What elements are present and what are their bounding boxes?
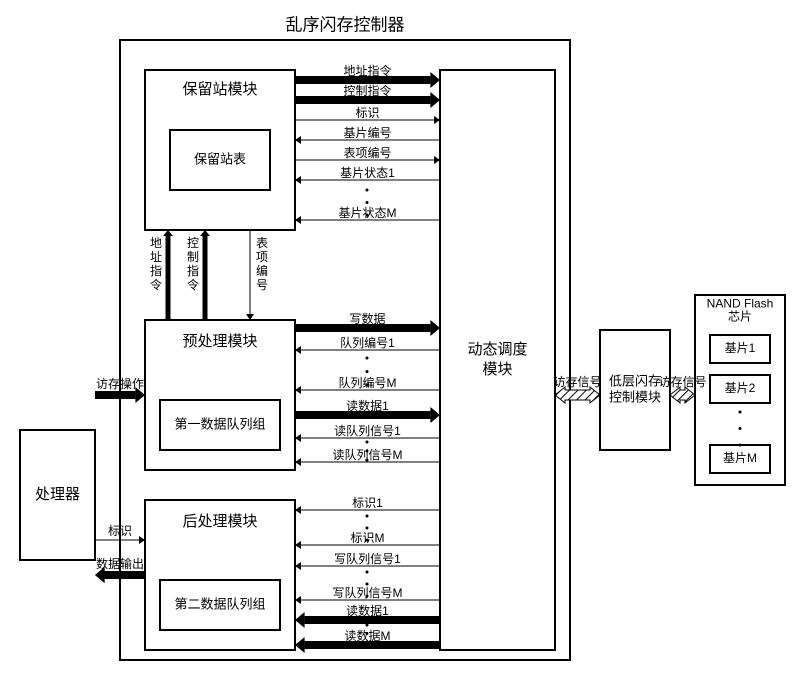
svg-text:基片M: 基片M (723, 451, 757, 465)
svg-text:基片状态1: 基片状态1 (340, 166, 395, 180)
svg-text:写数据: 写数据 (349, 311, 385, 326)
svg-text:指: 指 (150, 263, 162, 278)
svg-text:控制模块: 控制模块 (609, 389, 661, 404)
svg-text:预处理模块: 预处理模块 (182, 333, 257, 350)
svg-text:基片1: 基片1 (725, 341, 756, 355)
svg-text:队列编号M: 队列编号M (339, 375, 397, 390)
svg-text:读数据1: 读数据1 (346, 603, 389, 618)
svg-text:项: 项 (256, 250, 268, 264)
svg-text:基片状态M: 基片状态M (339, 206, 397, 220)
svg-text:写队列信号1: 写队列信号1 (334, 551, 401, 566)
svg-text:访存信号: 访存信号 (553, 375, 601, 389)
svg-text:标识1: 标识1 (352, 496, 383, 510)
svg-text:写队列信号M: 写队列信号M (333, 585, 403, 600)
svg-text:读数据1: 读数据1 (346, 398, 389, 413)
svg-text:标识: 标识 (355, 106, 379, 120)
svg-text:指: 指 (187, 263, 199, 278)
svg-text:第一数据队列组: 第一数据队列组 (174, 416, 265, 431)
svg-text:第二数据队列组: 第二数据队列组 (174, 596, 265, 611)
svg-text:访存信号: 访存信号 (658, 375, 706, 389)
svg-text:址: 址 (150, 250, 162, 264)
svg-text:读队列信号1: 读队列信号1 (334, 423, 401, 438)
svg-text:乱序闪存控制器: 乱序闪存控制器 (286, 15, 405, 34)
svg-text:低层闪存: 低层闪存 (609, 373, 661, 388)
svg-text:基片2: 基片2 (725, 381, 756, 395)
svg-text:地址指令: 地址指令 (343, 63, 391, 78)
svg-text:处理器: 处理器 (35, 486, 80, 503)
svg-text:NAND Flash: NAND Flash (707, 297, 774, 311)
svg-text:控: 控 (187, 236, 199, 250)
svg-text:芯片: 芯片 (728, 310, 752, 324)
svg-text:保留站模块: 保留站模块 (182, 81, 257, 98)
svg-text:数据输出: 数据输出 (96, 556, 144, 571)
svg-text:号: 号 (256, 278, 268, 292)
svg-text:表项编号: 表项编号 (343, 145, 391, 160)
svg-text:后处理模块: 后处理模块 (182, 513, 257, 530)
svg-text:令: 令 (187, 277, 199, 292)
svg-text:动态调度: 动态调度 (467, 341, 527, 358)
svg-text:地: 地 (150, 236, 162, 250)
svg-text:表: 表 (256, 236, 268, 250)
svg-text:控制指令: 控制指令 (343, 83, 391, 98)
svg-text:基片编号: 基片编号 (343, 125, 391, 140)
svg-text:编: 编 (256, 263, 268, 278)
svg-text:模块: 模块 (482, 361, 512, 378)
svg-text:访存操作: 访存操作 (96, 376, 144, 391)
svg-text:标识M: 标识M (351, 531, 385, 545)
svg-text:标识: 标识 (108, 524, 132, 538)
svg-text:保留站表: 保留站表 (194, 151, 246, 166)
svg-text:制: 制 (187, 250, 199, 264)
svg-text:令: 令 (150, 277, 162, 292)
svg-text:队列编号1: 队列编号1 (340, 335, 395, 350)
